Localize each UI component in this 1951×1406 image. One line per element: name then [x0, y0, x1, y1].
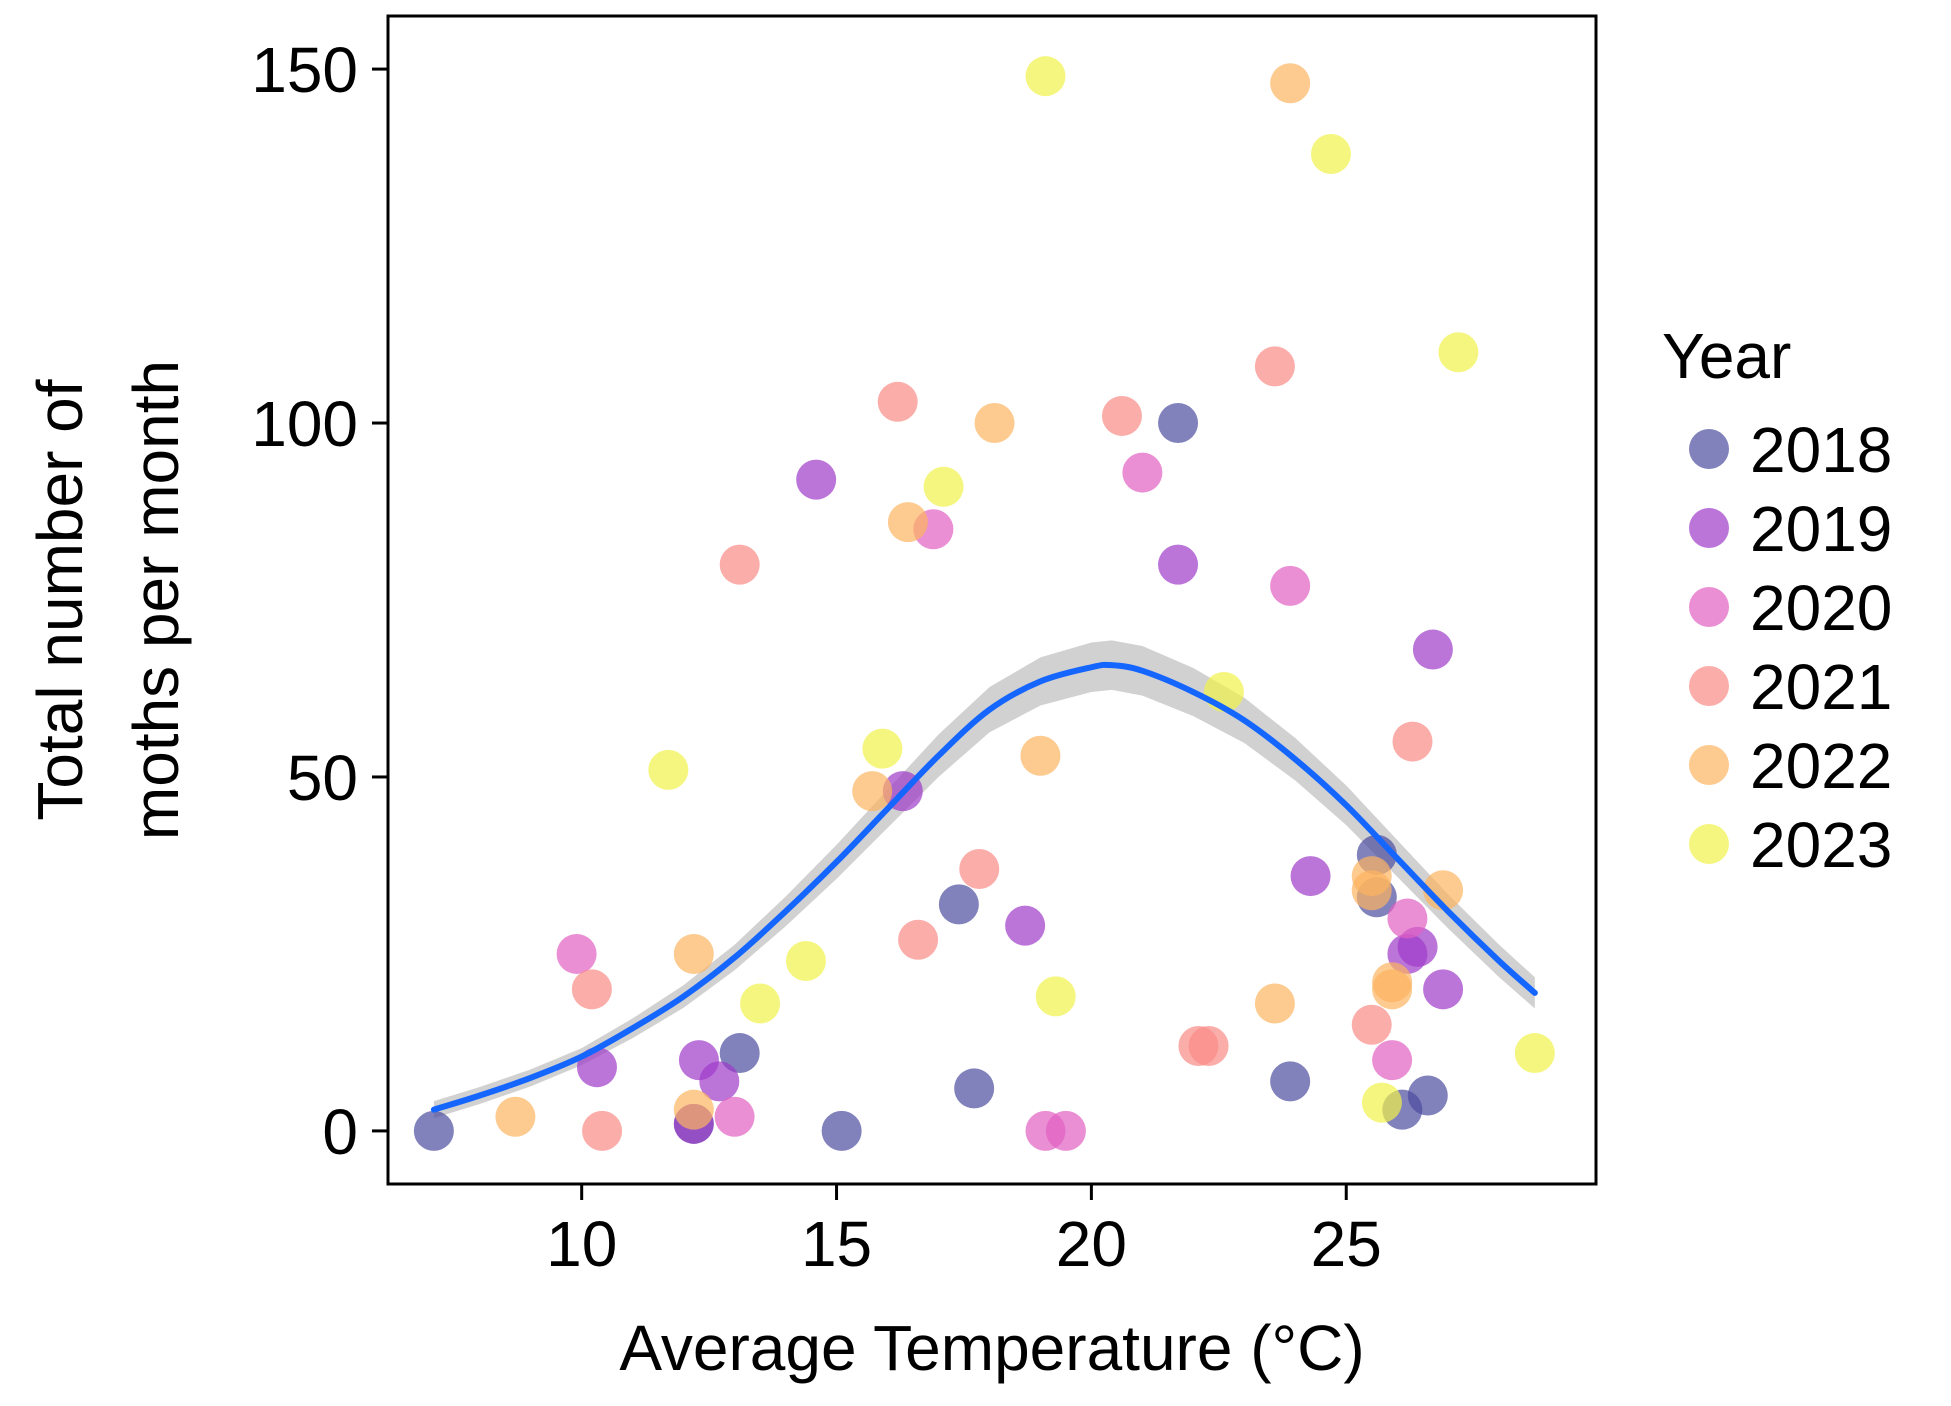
data-point-2019 — [699, 1061, 740, 1102]
data-point-2021 — [1188, 1025, 1229, 1066]
legend-key-2021 — [1689, 666, 1729, 706]
data-point-2019 — [1005, 905, 1046, 946]
legend-label-2023: 2023 — [1750, 809, 1892, 881]
data-point-2022 — [673, 933, 714, 974]
data-point-2019 — [1423, 969, 1464, 1010]
trend-line — [430, 661, 1538, 1113]
data-point-2021 — [1392, 721, 1433, 762]
data-point-2023 — [923, 466, 964, 507]
data-point-2020 — [1122, 452, 1163, 493]
y-axis: 0 50 100 150 — [251, 34, 388, 1168]
data-point-2021 — [959, 848, 1000, 889]
x-tick-label: 20 — [1056, 1208, 1127, 1280]
data-point-2022 — [1254, 983, 1295, 1024]
x-tick-label: 25 — [1311, 1208, 1382, 1280]
data-point-2023 — [1361, 1082, 1402, 1123]
data-point-2020 — [1270, 565, 1311, 606]
y-axis-title-line-1: Total number of — [24, 379, 96, 820]
data-point-2023 — [740, 983, 781, 1024]
data-point-2022 — [1270, 63, 1311, 104]
legend-label-2021: 2021 — [1750, 651, 1892, 723]
data-point-2022 — [673, 1089, 714, 1130]
legend-title: Year — [1662, 320, 1791, 392]
x-axis-title: Average Temperature (°C) — [619, 1312, 1364, 1384]
data-point-2020 — [1045, 1110, 1086, 1151]
legend-key-2023 — [1689, 824, 1729, 864]
data-point-2019 — [796, 459, 837, 500]
x-tick-label: 10 — [546, 1208, 617, 1280]
legend-label-2019: 2019 — [1750, 493, 1892, 565]
data-point-2021 — [1351, 1004, 1392, 1045]
data-point-2021 — [571, 969, 612, 1010]
data-point-2018 — [413, 1110, 454, 1151]
data-point-2018 — [821, 1110, 862, 1151]
data-point-2020 — [556, 933, 597, 974]
y-tick-label: 100 — [251, 388, 358, 460]
data-point-2023 — [785, 941, 826, 982]
data-point-2020 — [1372, 1040, 1413, 1081]
data-point-2023 — [1438, 332, 1479, 373]
data-point-2023 — [1310, 134, 1351, 175]
data-point-2023 — [1025, 56, 1066, 97]
data-point-2022 — [852, 771, 893, 812]
data-point-2019 — [1158, 544, 1199, 585]
data-point-2018 — [1407, 1075, 1448, 1116]
data-point-2023 — [648, 749, 689, 790]
y-axis-title-line-2: moths per month — [120, 360, 192, 840]
legend-label-2018: 2018 — [1750, 414, 1892, 486]
data-point-2018 — [938, 884, 979, 925]
data-point-2021 — [582, 1110, 623, 1151]
data-points-layer — [413, 56, 1555, 1151]
y-tick-label: 0 — [322, 1096, 358, 1168]
x-tick-label: 15 — [801, 1208, 872, 1280]
data-point-2018 — [954, 1068, 995, 1109]
data-point-2022 — [495, 1096, 536, 1137]
data-point-2022 — [1372, 969, 1413, 1010]
data-point-2022 — [974, 403, 1015, 444]
trend-line-layer — [430, 661, 1538, 1113]
data-point-2022 — [887, 502, 928, 543]
data-point-2023 — [862, 728, 903, 769]
data-point-2018 — [719, 1033, 760, 1074]
data-point-2021 — [719, 544, 760, 585]
data-point-2019 — [1290, 856, 1331, 897]
legend-key-2022 — [1689, 745, 1729, 785]
y-tick-label: 150 — [251, 34, 358, 106]
legend-key-2019 — [1689, 508, 1729, 548]
data-point-2021 — [1254, 346, 1295, 387]
legend-label-2022: 2022 — [1750, 730, 1892, 802]
data-point-2018 — [1270, 1061, 1311, 1102]
legend-key-2018 — [1689, 429, 1729, 469]
y-tick-label: 50 — [287, 742, 358, 814]
data-point-2020 — [714, 1096, 755, 1137]
legend-key-2020 — [1689, 587, 1729, 627]
data-point-2022 — [1351, 870, 1392, 911]
x-axis: 10 15 20 25 — [546, 1184, 1382, 1280]
data-point-2021 — [1101, 395, 1142, 436]
data-point-2020 — [1387, 898, 1428, 939]
data-point-2023 — [1035, 976, 1076, 1017]
data-point-2021 — [877, 381, 918, 422]
plot-frame — [386, 14, 1598, 1186]
data-point-2018 — [1158, 403, 1199, 444]
data-point-2021 — [898, 919, 939, 960]
data-point-2019 — [1412, 629, 1453, 670]
data-point-2023 — [1514, 1033, 1555, 1074]
data-point-2022 — [1020, 735, 1061, 776]
legend-label-2020: 2020 — [1750, 572, 1892, 644]
